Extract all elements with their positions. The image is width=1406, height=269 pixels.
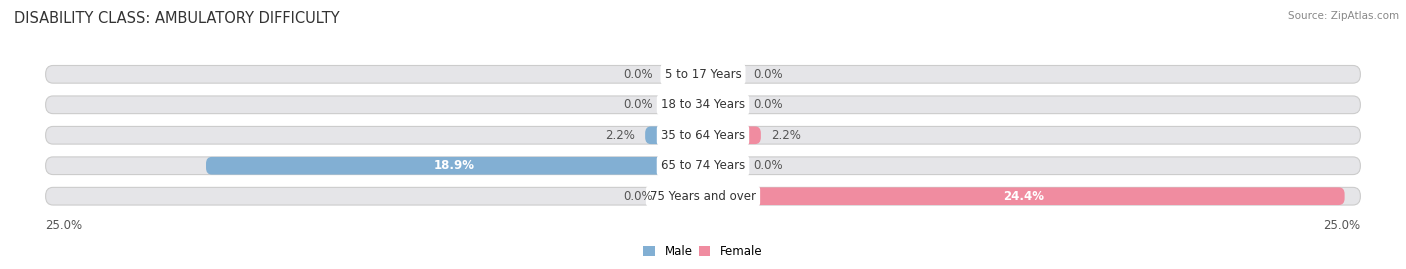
Text: 2.2%: 2.2% xyxy=(605,129,634,142)
FancyBboxPatch shape xyxy=(703,187,1344,205)
FancyBboxPatch shape xyxy=(664,187,703,205)
FancyBboxPatch shape xyxy=(45,187,1361,205)
FancyBboxPatch shape xyxy=(45,96,1361,114)
Text: 0.0%: 0.0% xyxy=(754,159,783,172)
Text: 2.2%: 2.2% xyxy=(772,129,801,142)
FancyBboxPatch shape xyxy=(207,157,703,175)
FancyBboxPatch shape xyxy=(703,157,742,175)
Text: 25.0%: 25.0% xyxy=(1323,219,1361,232)
Text: 0.0%: 0.0% xyxy=(623,190,652,203)
Text: 18 to 34 Years: 18 to 34 Years xyxy=(661,98,745,111)
Text: 75 Years and over: 75 Years and over xyxy=(650,190,756,203)
FancyBboxPatch shape xyxy=(703,65,742,83)
Text: 24.4%: 24.4% xyxy=(1004,190,1045,203)
Text: 0.0%: 0.0% xyxy=(623,68,652,81)
Text: 18.9%: 18.9% xyxy=(434,159,475,172)
Legend: Male, Female: Male, Female xyxy=(638,240,768,263)
FancyBboxPatch shape xyxy=(45,157,1361,175)
Text: DISABILITY CLASS: AMBULATORY DIFFICULTY: DISABILITY CLASS: AMBULATORY DIFFICULTY xyxy=(14,11,340,26)
FancyBboxPatch shape xyxy=(645,126,703,144)
Text: 65 to 74 Years: 65 to 74 Years xyxy=(661,159,745,172)
Text: 25.0%: 25.0% xyxy=(45,219,83,232)
Text: 0.0%: 0.0% xyxy=(623,98,652,111)
FancyBboxPatch shape xyxy=(45,126,1361,144)
Text: 5 to 17 Years: 5 to 17 Years xyxy=(665,68,741,81)
FancyBboxPatch shape xyxy=(703,96,742,114)
FancyBboxPatch shape xyxy=(703,126,761,144)
Text: Source: ZipAtlas.com: Source: ZipAtlas.com xyxy=(1288,11,1399,21)
Text: 0.0%: 0.0% xyxy=(754,98,783,111)
Text: 0.0%: 0.0% xyxy=(754,68,783,81)
FancyBboxPatch shape xyxy=(45,65,1361,83)
Text: 35 to 64 Years: 35 to 64 Years xyxy=(661,129,745,142)
FancyBboxPatch shape xyxy=(664,96,703,114)
FancyBboxPatch shape xyxy=(664,65,703,83)
